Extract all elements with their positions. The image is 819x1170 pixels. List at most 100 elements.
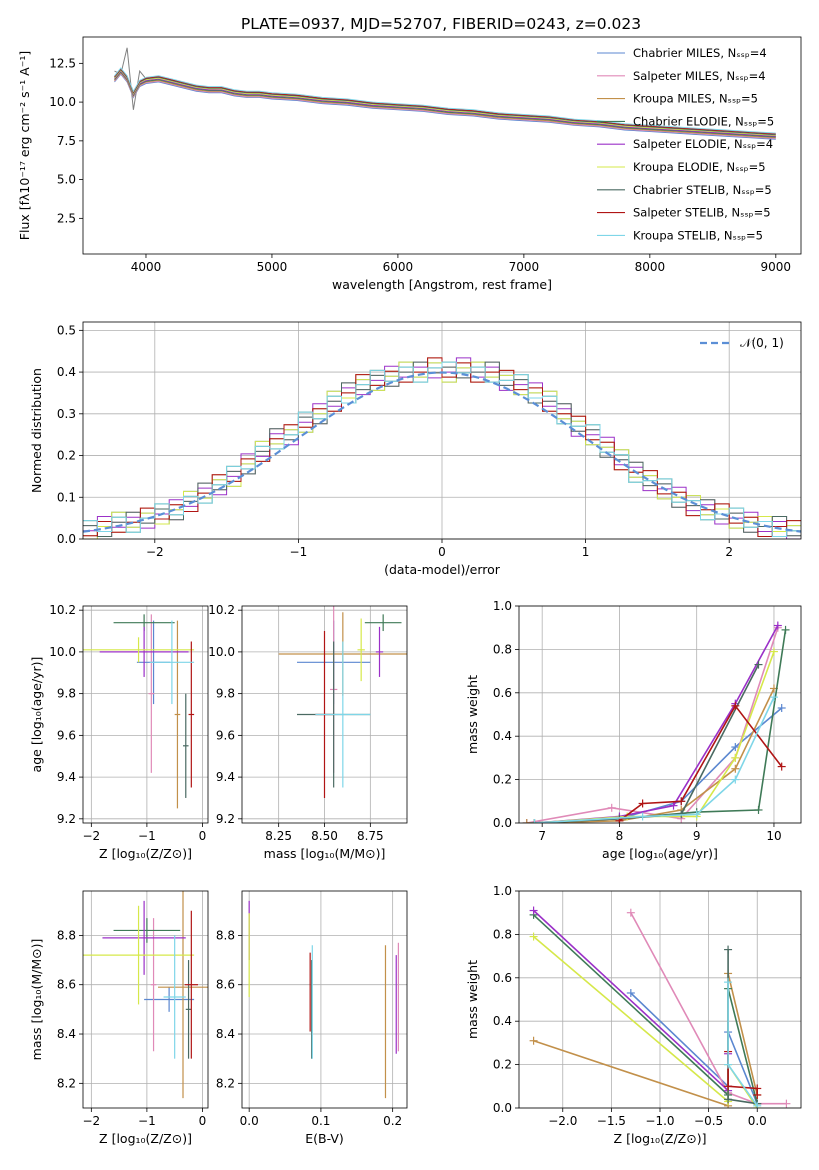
x-tick-label: 1 xyxy=(582,545,590,559)
y-tick-label: 5.0 xyxy=(57,173,76,187)
y-axis-label: Normed distribution xyxy=(29,368,44,493)
x-tick-label: 0 xyxy=(438,545,446,559)
y-tick-label: 0.4 xyxy=(493,729,512,743)
y-tick-label: 0.4 xyxy=(57,365,76,379)
plot-area xyxy=(83,614,195,809)
y-tick-label: 8.4 xyxy=(57,1027,76,1041)
y-tick-label: 8.6 xyxy=(57,978,76,992)
y-tick-label: 1.0 xyxy=(493,884,512,898)
model-spectrum-line xyxy=(114,73,776,140)
x-axis-label: mass [log₁₀(M/M⊙)] xyxy=(264,846,386,861)
y-tick-label: 0.8 xyxy=(493,927,512,941)
y-tick-label: 9.6 xyxy=(57,728,76,742)
x-tick-label: 0.2 xyxy=(383,1114,402,1128)
y-tick-label: 8.4 xyxy=(216,1027,235,1041)
y-tick-label: 9.4 xyxy=(57,770,76,784)
x-tick-label: −1 xyxy=(138,1114,156,1128)
series-line xyxy=(533,914,758,1104)
histogram-step-line xyxy=(83,361,801,537)
series-line xyxy=(534,696,775,823)
y-tick-label: 9.4 xyxy=(216,770,235,784)
legend-label: Chabrier STELIB, Nₛₛₚ=5 xyxy=(633,183,772,197)
model-spectrum-line xyxy=(114,72,776,139)
axes-frame xyxy=(82,36,802,255)
x-tick-label: −1 xyxy=(290,545,308,559)
y-axis-label: mass weight xyxy=(465,675,480,754)
axes-frame xyxy=(82,890,209,1109)
plot-area xyxy=(248,900,399,1099)
x-tick-label: 9000 xyxy=(761,260,792,274)
x-tick-label: 8.50 xyxy=(311,829,338,843)
x-tick-label: −1.5 xyxy=(597,1114,626,1128)
x-tick-label: −1 xyxy=(138,829,156,843)
y-tick-label: 0.2 xyxy=(57,449,76,463)
x-tick-label: 7000 xyxy=(509,260,540,274)
y-tick-label: 7.5 xyxy=(57,134,76,148)
legend-label: Kroupa MILES, Nₛₛₚ=5 xyxy=(633,92,758,106)
x-tick-label: 6000 xyxy=(383,260,414,274)
legend-label: Chabrier ELODIE, Nₛₛₚ=5 xyxy=(633,114,774,128)
x-tick-label: −2 xyxy=(146,545,164,559)
legend-label: Chabrier MILES, Nₛₛₚ=4 xyxy=(633,46,767,60)
x-tick-label: 8.75 xyxy=(357,829,384,843)
model-spectrum-line xyxy=(114,70,776,137)
figure-title: PLATE=0937, MJD=52707, FIBERID=0243, z=0… xyxy=(241,15,641,33)
y-tick-label: 9.2 xyxy=(216,812,235,826)
x-axis-label: E(B-V) xyxy=(305,1131,344,1146)
legend-label: Salpeter ELODIE, Nₛₛₚ=4 xyxy=(633,137,773,151)
x-tick-label: 8000 xyxy=(635,260,666,274)
series-line xyxy=(526,627,779,823)
model-spectrum-line xyxy=(114,69,776,136)
y-tick-label: 8.8 xyxy=(57,928,76,942)
x-tick-label: 0 xyxy=(199,1114,207,1128)
y-tick-label: 0.6 xyxy=(493,971,512,985)
x-tick-label: 2 xyxy=(725,545,733,559)
plot-area xyxy=(529,906,791,1108)
series-line xyxy=(727,1051,759,1095)
y-tick-label: 9.8 xyxy=(57,687,76,701)
plot-area xyxy=(278,606,407,798)
y-axis-label: Flux [fλ10⁻¹⁷ erg cm⁻² s⁻¹ A⁻¹] xyxy=(17,51,32,240)
panel-2: −2 −1 0 1 2 0.0 0.1 0.2 0.3 0.4 0.5 (data-model)/er… xyxy=(29,321,802,577)
x-axis-label: Z [log₁₀(Z/Z⊙)] xyxy=(99,1131,192,1146)
legend-label: Kroupa ELODIE, Nₛₛₚ=5 xyxy=(633,160,766,174)
y-tick-label: 8.2 xyxy=(57,1076,76,1090)
model-spectrum-line xyxy=(114,71,776,139)
y-tick-label: 10.0 xyxy=(49,645,76,659)
y-tick-label: 9.6 xyxy=(216,728,235,742)
legend-label: Salpeter MILES, Nₛₛₚ=4 xyxy=(633,69,766,83)
y-tick-label: 0.4 xyxy=(493,1014,512,1028)
x-tick-label: −2 xyxy=(82,829,100,843)
panel-3: −2 −1 0 9.2 9.4 9.6 9.8 10.0 10.2 Z [log₁₀(Z/Z⊙)]… xyxy=(29,603,209,861)
plot-area xyxy=(522,621,790,823)
legend-label: Kroupa STELIB, Nₛₛₚ=5 xyxy=(633,228,763,242)
plot-area xyxy=(83,357,801,539)
x-tick-label: 4000 xyxy=(131,260,162,274)
plot-area xyxy=(83,891,208,1099)
panel-5: 7 8 9 10 0.0 0.2 0.4 0.6 0.8 1.0 age [log₁₀(age/yr… xyxy=(465,599,802,861)
y-tick-label: 0.8 xyxy=(493,642,512,656)
legend-label: Salpeter STELIB, Nₛₛₚ=5 xyxy=(633,206,771,220)
y-axis-label: mass [log₁₀(M/M⊙)] xyxy=(29,939,44,1061)
y-axis-label: age [log₁₀(age/yr)] xyxy=(29,657,44,773)
y-axis-label: mass weight xyxy=(465,960,480,1039)
y-tick-label: 10.0 xyxy=(49,95,76,109)
model-spectrum-line xyxy=(114,67,776,134)
y-tick-label: 10.2 xyxy=(49,603,76,617)
y-tick-label: 0.2 xyxy=(493,773,512,787)
y-tick-label: 10.0 xyxy=(208,645,235,659)
y-tick-label: 8.6 xyxy=(216,978,235,992)
x-tick-label: 8.25 xyxy=(265,829,292,843)
x-axis-label: Z [log₁₀(Z/Z⊙)] xyxy=(99,846,192,861)
y-tick-label: 12.5 xyxy=(49,56,76,70)
axes-frame xyxy=(82,605,209,824)
x-tick-label: 0 xyxy=(199,829,207,843)
x-axis-label: Z [log₁₀(Z/Z⊙)] xyxy=(614,1131,707,1146)
x-tick-label: −2.0 xyxy=(548,1114,577,1128)
panel-8: −2.0 −1.5 −1.0 −0.5 0.0 0.0 0.2 0.4 0.6 0.8 1.0 Z [… xyxy=(465,884,802,1146)
x-axis-label: (data-model)/error xyxy=(384,562,501,577)
model-spectrum-line xyxy=(114,71,776,138)
panel-1: 4000 5000 6000 7000 8000 9000 2.5 5.0 7.5 10.0 12.… xyxy=(17,36,802,292)
x-tick-label: −2 xyxy=(82,1114,100,1128)
